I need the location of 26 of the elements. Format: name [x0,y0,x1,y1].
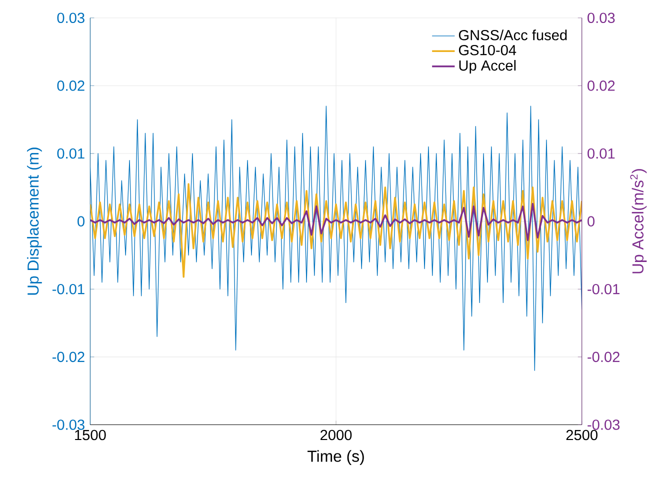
y2-tick-label: -0.01 [588,284,620,294]
legend-label: GNSS/Acc fused [458,30,567,40]
x-tick-label: 2000 [320,430,352,440]
y2-axis-title: Up Accel(m/s$^{2}$) [630,169,647,274]
y2-tick-label: -0.03 [588,420,620,430]
line-series [90,202,582,242]
x-tick-label: 1500 [75,430,106,440]
legend-label: Up Accel [459,60,516,74]
line-series [90,183,582,278]
x-tick-label: 2500 [566,430,598,440]
y2-tick-label: 0 [588,216,595,226]
y2-tick-label: 0.01 [588,148,615,159]
y-tick-label: -0.03 [52,420,84,430]
y-tick-label: 0 [78,216,84,226]
y-tick-label: 0.01 [57,148,84,159]
x-axis-title: Time (s) [308,450,364,465]
y-axis-title: Up Displacement (m) [27,148,42,295]
y2-tick-label: -0.02 [588,352,620,362]
y-tick-label: -0.01 [52,284,84,294]
y2-tick-label: 0.02 [588,80,615,91]
y-tick-label: 0.02 [57,80,84,91]
y2-tick-label: 0.03 [588,12,615,24]
y-tick-label: -0.02 [52,352,84,362]
y-tick-label: 0.03 [57,12,84,24]
line-series [90,106,582,371]
legend-label: GS10-04 [458,44,516,56]
